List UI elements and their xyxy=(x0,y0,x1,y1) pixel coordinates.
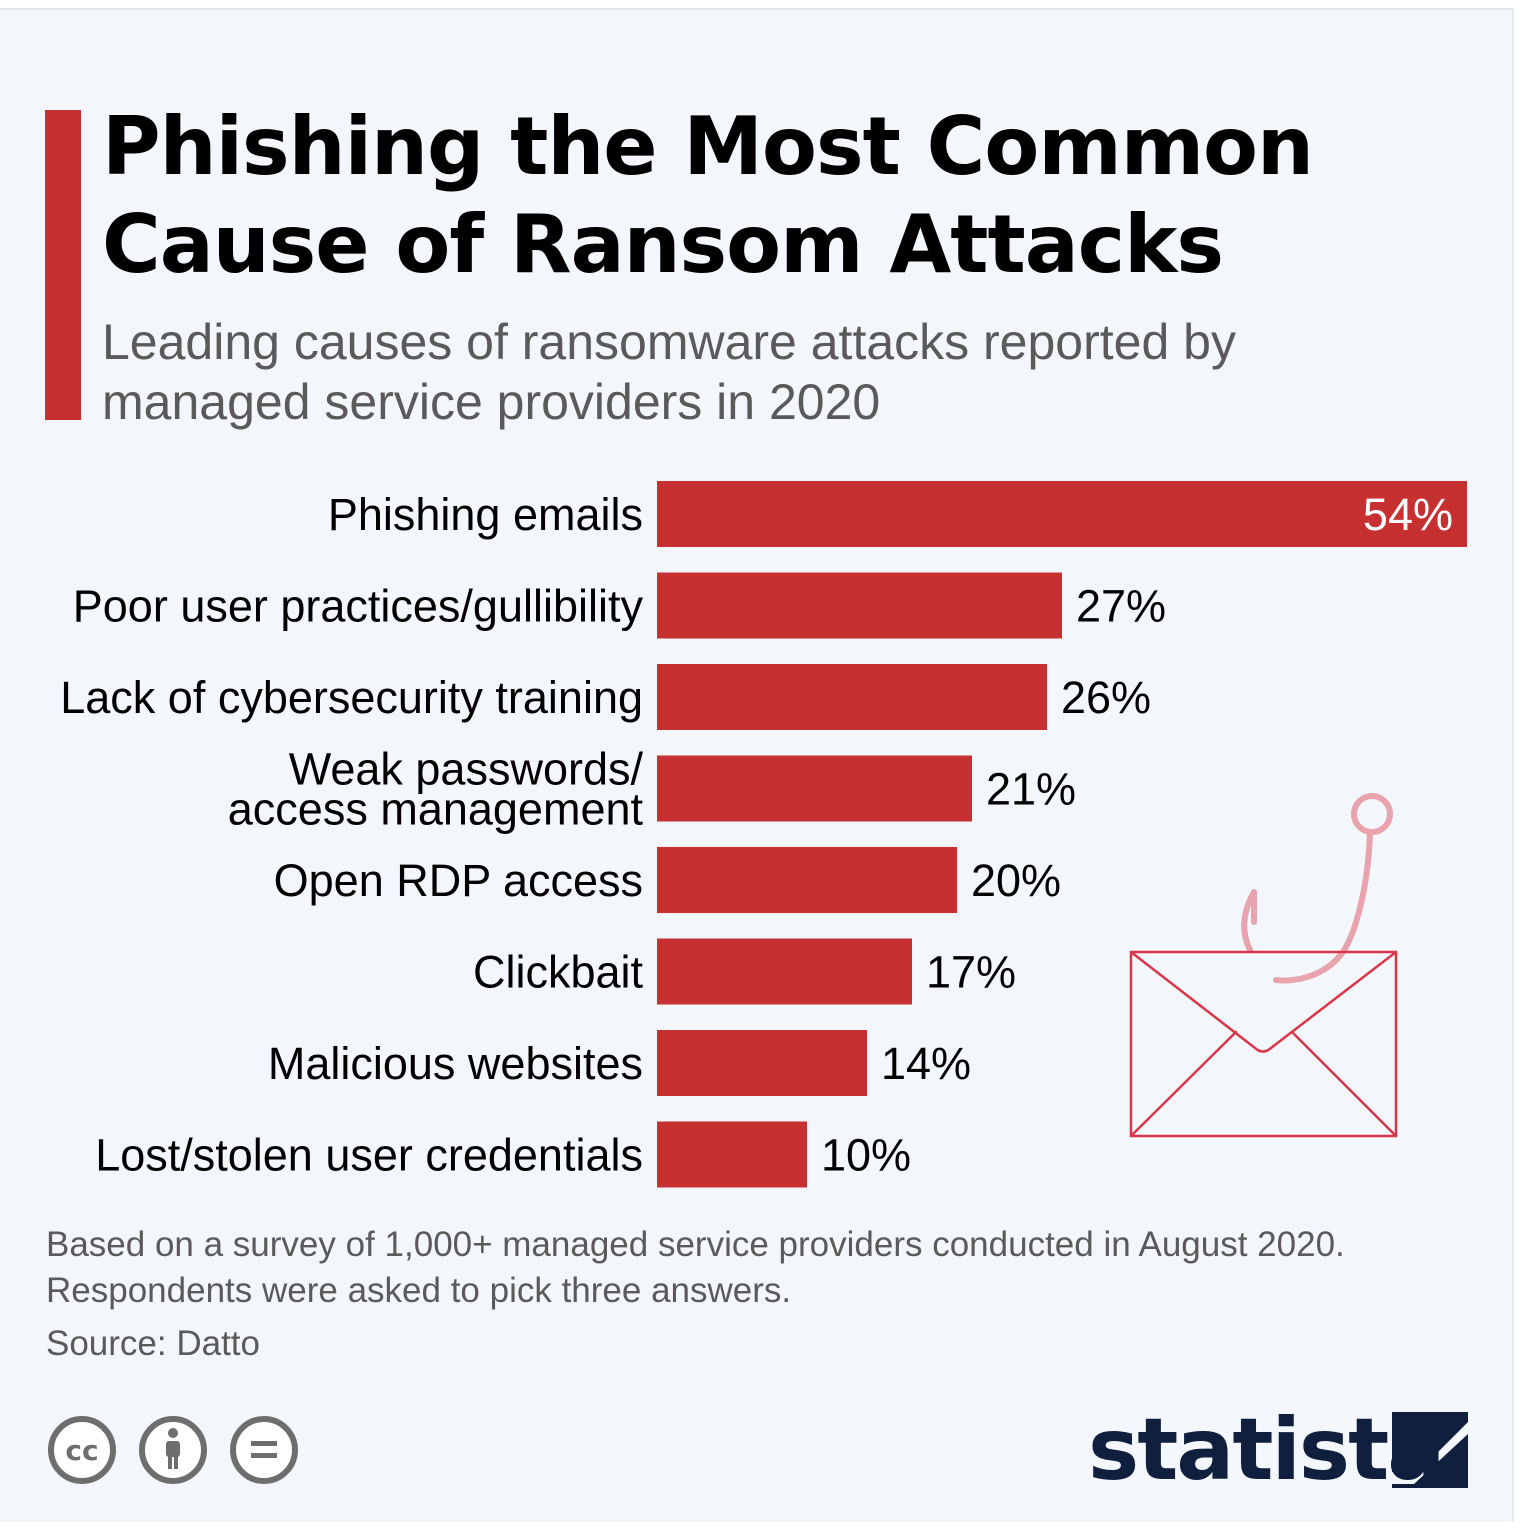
envelope-flap xyxy=(1129,950,1398,1053)
fishhook-shank xyxy=(1273,830,1373,984)
bar xyxy=(657,755,972,822)
category-label: Weak passwords/access management xyxy=(228,744,644,835)
envelope-body xyxy=(1129,950,1398,1138)
envelope-fold-left xyxy=(1129,1030,1238,1138)
chart-title: Phishing the Most Common Cause of Ransom… xyxy=(102,100,1314,291)
envelope-fold-right xyxy=(1290,1030,1398,1138)
chart-subtitle: Leading causes of ransomware attacks rep… xyxy=(102,314,1236,430)
value-label: 54% xyxy=(1363,489,1453,540)
fishhook-eye xyxy=(1351,793,1393,835)
bar xyxy=(657,664,1047,730)
value-label: 27% xyxy=(1076,581,1166,632)
bar-chart: Phishing emails 54% Poor user practices/gu… xyxy=(60,481,1467,1188)
value-label: 26% xyxy=(1061,672,1151,723)
category-label: Clickbait xyxy=(473,947,644,998)
statista-mark-icon xyxy=(1392,1412,1468,1488)
attribution-icon[interactable] xyxy=(137,1414,209,1486)
category-label: Open RDP access xyxy=(274,855,643,906)
footnote: Based on a survey of 1,000+ managed serv… xyxy=(46,1225,1345,1310)
bar xyxy=(657,938,912,1005)
bar xyxy=(657,481,1467,547)
category-label: Lost/stolen user credentials xyxy=(95,1130,643,1181)
svg-text:cc: cc xyxy=(65,1434,98,1467)
statista-wordmark: statista xyxy=(1088,1400,1445,1500)
source-link[interactable]: Source: Datto xyxy=(46,1324,260,1363)
value-label: 14% xyxy=(881,1038,971,1089)
value-label: 10% xyxy=(821,1130,911,1181)
value-label: 17% xyxy=(926,947,1016,998)
bars-layer: Phishing emails 54% Poor user practices/gu… xyxy=(60,481,1467,1188)
category-label: Poor user practices/gullibility xyxy=(73,581,644,632)
bar xyxy=(657,847,957,913)
chart-card: Phishing the Most Common Cause of Ransom… xyxy=(0,8,1514,1522)
value-label: 20% xyxy=(971,855,1061,906)
category-label: Malicious websites xyxy=(268,1038,643,1089)
cc-icon[interactable]: cc xyxy=(46,1414,118,1486)
value-label: 21% xyxy=(986,764,1076,815)
title-accent-bar xyxy=(45,110,81,420)
bar xyxy=(657,1121,807,1188)
fishhook-barb xyxy=(1241,889,1257,953)
no-derivatives-icon[interactable] xyxy=(228,1414,300,1486)
category-label: Phishing emails xyxy=(328,489,643,540)
bar xyxy=(657,572,1062,639)
bar xyxy=(657,1030,867,1096)
category-label: Lack of cybersecurity training xyxy=(60,672,643,723)
envelope-with-fishhook-icon xyxy=(1129,793,1398,1138)
